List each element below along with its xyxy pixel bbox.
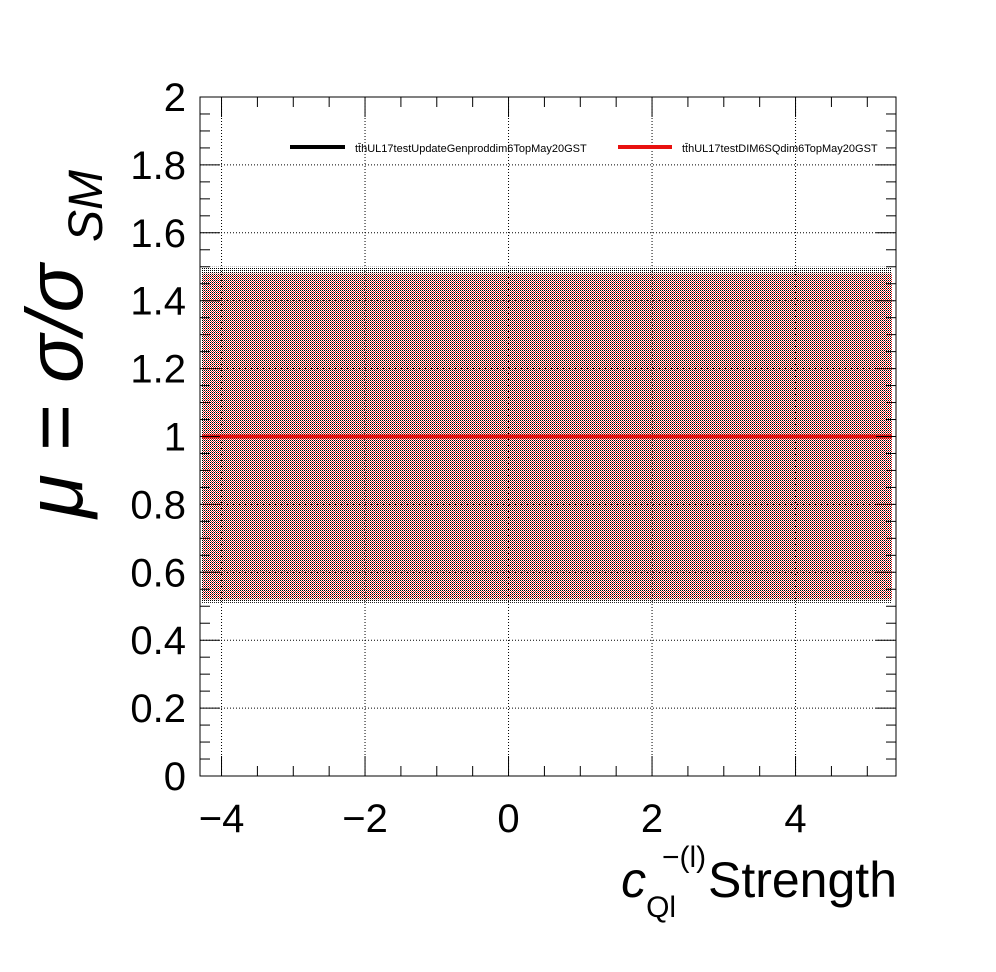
x-axis-title: c −(l) Ql Strength (621, 822, 897, 928)
x-tick-label: −2 (342, 797, 388, 841)
axis-ticks (200, 96, 896, 777)
y-tick-label: 0 (164, 755, 186, 799)
x-tick-labels: −4 −2 0 2 4 (199, 797, 807, 841)
y-tick-label: 0.8 (130, 483, 186, 527)
legend-label-series-0: tt̄hUL17testUpdateGenproddim6TopMay20GST (355, 143, 587, 155)
y-tick-label: 1.2 (130, 348, 186, 392)
x-tick-label: 0 (497, 797, 519, 841)
y-tick-label: 0.6 (130, 551, 186, 595)
y-tick-label: 0.2 (130, 687, 186, 731)
x-tick-label: 4 (784, 797, 806, 841)
y-axis-title: μ = σ/σ SM (10, 170, 113, 520)
x-tick-label: −4 (199, 797, 245, 841)
y-tick-labels: 0 0.2 0.4 0.6 0.8 1 1.2 1.4 1.6 1.8 2 (130, 76, 186, 799)
y-tick-label: 1 (164, 416, 186, 460)
y-tick-label: 1.8 (130, 144, 186, 188)
x-tick-label: 2 (641, 797, 663, 841)
y-tick-label: 1.6 (130, 212, 186, 256)
y-tick-label: 0.4 (130, 619, 186, 663)
y-tick-label: 2 (164, 76, 186, 120)
legend-label-series-1: tt̄hUL17testDIM6SQdim6TopMay20GST (682, 143, 878, 155)
y-tick-label: 1.4 (130, 280, 186, 324)
legend: tt̄hUL17testUpdateGenproddim6TopMay20GST… (290, 143, 878, 155)
